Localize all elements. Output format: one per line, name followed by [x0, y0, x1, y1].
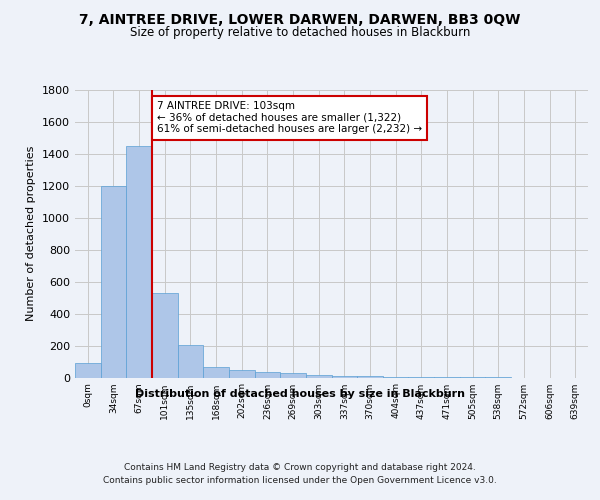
Bar: [229, 370, 254, 378]
Bar: [383, 376, 409, 378]
Text: Contains HM Land Registry data © Crown copyright and database right 2024.: Contains HM Land Registry data © Crown c…: [124, 462, 476, 471]
Bar: [331, 376, 357, 378]
Text: Size of property relative to detached houses in Blackburn: Size of property relative to detached ho…: [130, 26, 470, 39]
Text: Distribution of detached houses by size in Blackburn: Distribution of detached houses by size …: [135, 389, 465, 399]
Y-axis label: Number of detached properties: Number of detached properties: [26, 146, 37, 322]
Bar: [203, 367, 229, 378]
Text: 7, AINTREE DRIVE, LOWER DARWEN, DARWEN, BB3 0QW: 7, AINTREE DRIVE, LOWER DARWEN, DARWEN, …: [79, 12, 521, 26]
Bar: [101, 186, 127, 378]
Bar: [306, 375, 331, 378]
Bar: [357, 376, 383, 378]
Text: 7 AINTREE DRIVE: 103sqm
← 36% of detached houses are smaller (1,322)
61% of semi: 7 AINTREE DRIVE: 103sqm ← 36% of detache…: [157, 101, 422, 134]
Text: Contains public sector information licensed under the Open Government Licence v3: Contains public sector information licen…: [103, 476, 497, 485]
Bar: [127, 146, 152, 378]
Bar: [254, 372, 280, 378]
Bar: [178, 345, 203, 378]
Bar: [152, 293, 178, 378]
Bar: [280, 373, 306, 378]
Bar: [75, 363, 101, 378]
